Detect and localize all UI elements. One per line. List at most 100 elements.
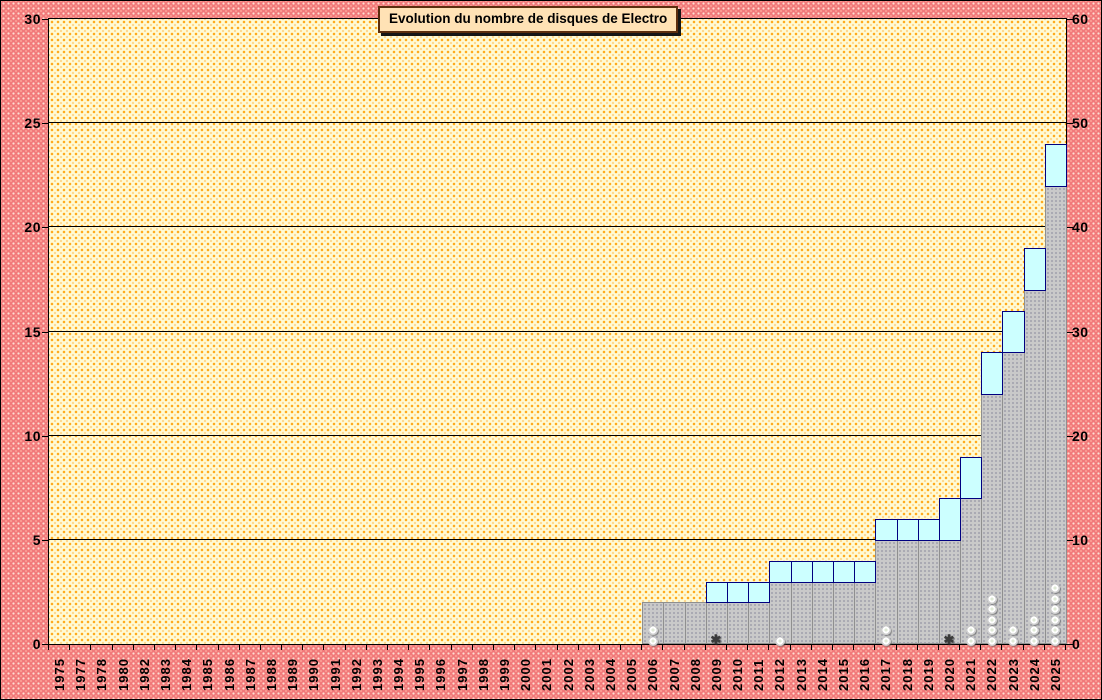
axis-tick-left: [42, 123, 48, 125]
x-axis-label: 1991: [327, 658, 343, 691]
x-axis-label: 1982: [136, 658, 152, 691]
chart-title-box: Evolution du nombre de disques de Electr…: [378, 6, 679, 33]
x-axis-label: 1986: [221, 658, 237, 691]
axis-tick-x: [980, 645, 982, 650]
axis-tick-x: [662, 645, 664, 650]
x-axis-label: 1994: [391, 658, 407, 691]
bar-nouveaux-2010: [727, 581, 750, 604]
axis-tick-x: [69, 645, 71, 650]
axis-tick-x: [302, 645, 304, 650]
y-axis-label-right: 20: [1072, 427, 1089, 444]
bar-cumul-2015: [832, 581, 856, 644]
x-axis-label: 1997: [454, 658, 470, 691]
axis-tick-x: [471, 645, 473, 650]
disc-icon: [986, 615, 997, 625]
axis-tick-x: [196, 645, 198, 650]
bar-nouveaux-2018: [896, 519, 919, 541]
disc-icon: [965, 626, 976, 636]
y-axis-label-right: 50: [1072, 115, 1089, 132]
x-axis-label: 1989: [285, 658, 301, 691]
chart-title: Evolution du nombre de disques de Electr…: [389, 11, 668, 26]
axis-tick-x: [132, 645, 134, 650]
x-axis-label: 1993: [369, 658, 385, 691]
x-axis-label: 2003: [581, 658, 597, 691]
bar-cumul-2009: [705, 602, 728, 644]
x-axis-label: 2011: [751, 658, 767, 691]
x-axis-label: 2020: [941, 658, 957, 691]
axis-tick-x: [217, 645, 219, 650]
plot-area: ✱ ✱: [48, 18, 1067, 646]
x-axis-label: 2017: [878, 658, 894, 691]
axis-tick-x: [874, 645, 876, 650]
axis-tick-x: [726, 645, 727, 650]
bar-cumul-2019: [917, 539, 940, 644]
bar-cumul-2011: [748, 602, 771, 644]
x-axis-label: 1985: [200, 658, 216, 691]
x-axis-label: 1975: [52, 658, 68, 691]
disc-icon: [647, 636, 658, 646]
bar-nouveaux-2024: [1023, 248, 1046, 291]
disc-icon: [965, 636, 976, 646]
gridline: [49, 122, 1066, 124]
x-axis-label: 2002: [560, 658, 576, 691]
axis-tick-right: [1067, 331, 1073, 333]
bar-cumul-2024: [1023, 289, 1046, 644]
y-axis-label-left: 20: [24, 219, 41, 236]
y-axis-label-right: 40: [1072, 219, 1089, 236]
bar-nouveaux-2016: [854, 560, 877, 583]
disc-icon: [880, 636, 891, 646]
axis-tick-x: [1022, 645, 1024, 650]
x-axis-label: 2025: [1047, 658, 1063, 691]
axis-tick-x: [747, 645, 749, 650]
x-axis-label: 1990: [306, 658, 322, 691]
axis-tick-x: [323, 645, 325, 650]
disc-icon: [880, 626, 891, 636]
y-axis-label-right: 30: [1072, 323, 1089, 340]
x-axis-label: 1984: [179, 658, 195, 691]
bar-nouveaux-2022: [981, 352, 1004, 395]
axis-tick-x: [365, 645, 367, 650]
axis-tick-x: [683, 645, 685, 650]
axis-tick-x: [641, 645, 643, 650]
axis-tick-right: [1067, 539, 1073, 541]
y-axis-label-left: 25: [24, 115, 41, 132]
gridline: [49, 434, 1066, 436]
x-axis-label: 1996: [433, 658, 449, 691]
axis-tick-left: [42, 227, 48, 229]
x-axis-label: 2008: [687, 658, 703, 691]
axis-tick-left: [42, 331, 48, 333]
axis-tick-right: [1067, 644, 1073, 645]
axis-tick-x: [429, 645, 431, 650]
bar-nouveaux-2023: [1002, 310, 1025, 354]
axis-tick-left: [42, 539, 48, 541]
axis-tick-x: [620, 645, 622, 650]
axis-tick-x: [90, 645, 92, 650]
axis-tick-x: [853, 645, 855, 650]
axis-tick-x: [514, 645, 516, 650]
y-axis-label-right: 0: [1072, 636, 1081, 652]
axis-tick-x: [175, 645, 177, 650]
x-axis-label: 2018: [899, 658, 915, 691]
x-axis-label: 1999: [497, 658, 513, 691]
disc-icon: [1050, 594, 1061, 604]
axis-tick-x: [556, 645, 558, 650]
x-axis-label: 2000: [518, 658, 534, 691]
axis-tick-right: [1067, 123, 1073, 125]
bar-cumul-2010: [727, 602, 750, 644]
x-axis-label: 2007: [666, 658, 682, 691]
x-axis-label: 2006: [645, 658, 661, 691]
disc-icon: [1050, 605, 1061, 615]
disc-icon: [647, 626, 658, 636]
disc-icon: [1050, 626, 1061, 636]
bar-cumul-2018: [896, 539, 919, 644]
x-axis-label: 2012: [772, 658, 788, 691]
x-axis-label: 2004: [602, 658, 618, 691]
x-axis-label: 2009: [708, 658, 724, 691]
gridline: [49, 226, 1066, 228]
disc-icon: [1029, 636, 1040, 646]
y-axis-label-left: 0: [32, 636, 41, 652]
gridline: [49, 538, 1066, 540]
x-axis-label: 2024: [1026, 658, 1042, 691]
axis-tick-x: [344, 645, 346, 650]
